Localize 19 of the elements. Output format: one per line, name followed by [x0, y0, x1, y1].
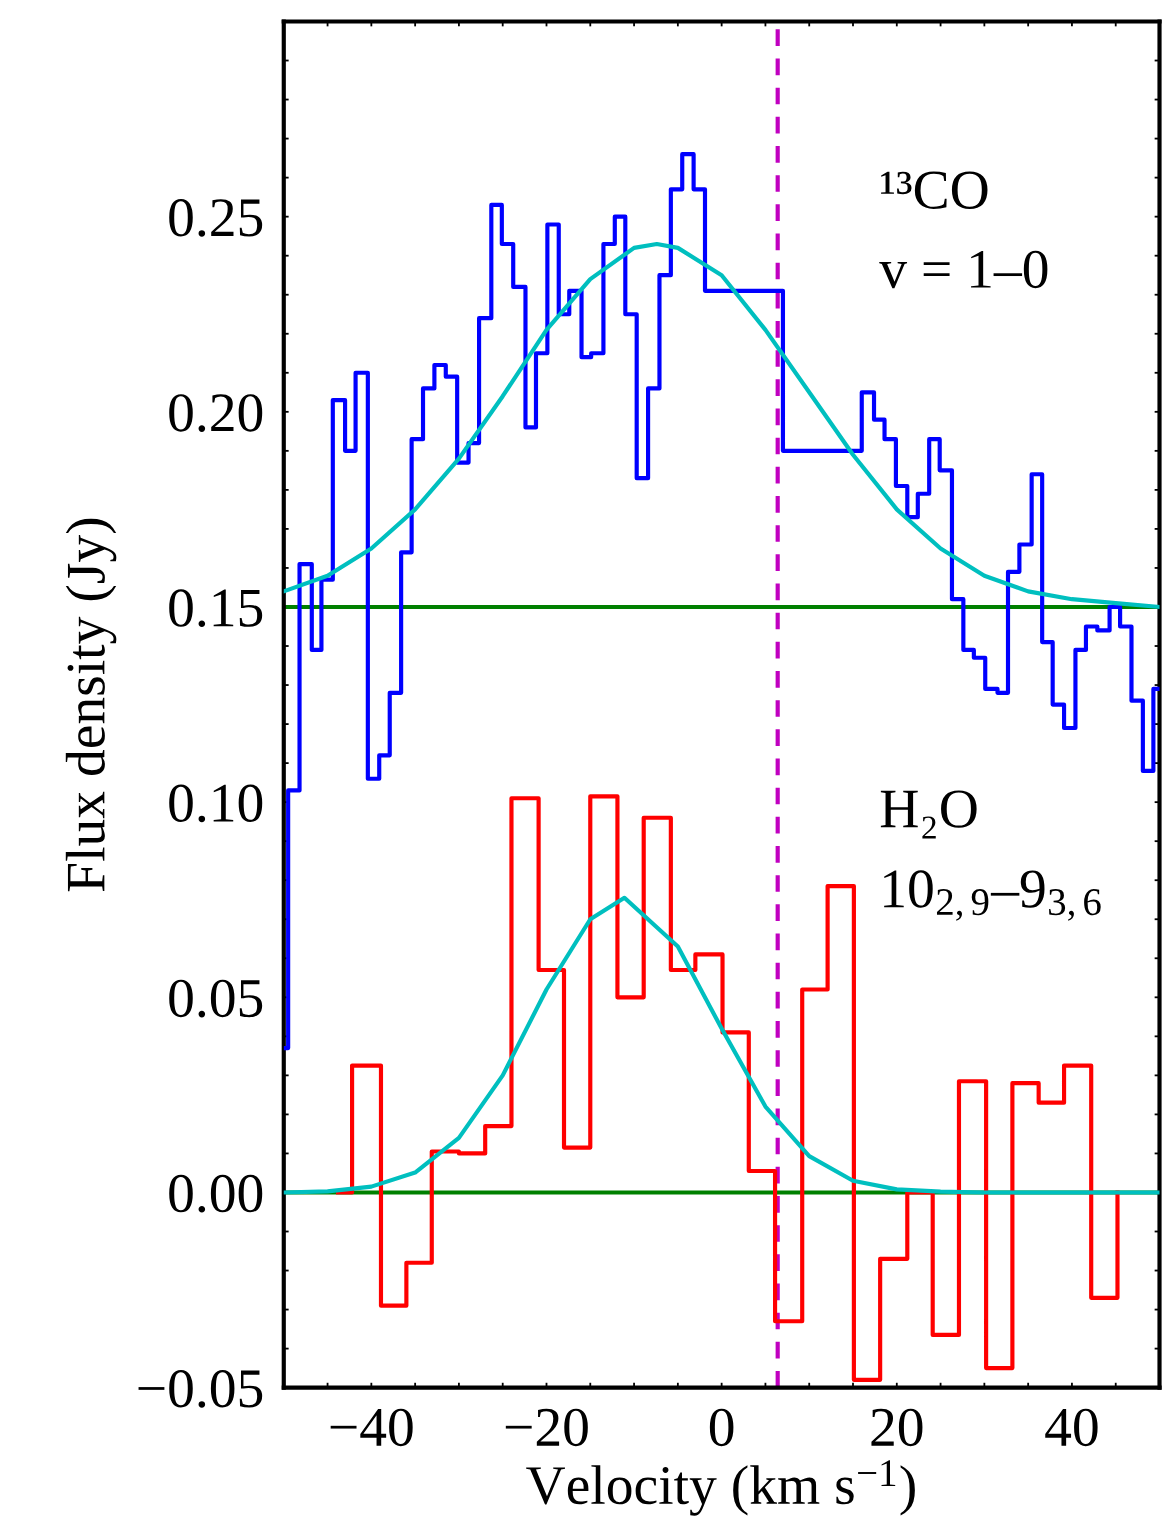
- annotation: v = 1–0: [879, 250, 1048, 289]
- y-tick-label: 0.10: [169, 784, 263, 823]
- annotation: ¹³CO: [881, 171, 988, 209]
- x-axis-title: Velocity (km s$^{−1}$): [526, 1460, 915, 1516]
- y-tick-label: 0.05: [169, 979, 263, 1018]
- y-tick-label: 0.20: [169, 394, 263, 432]
- x-tick-label: 20: [871, 1408, 923, 1447]
- x-tick-label: 40: [1045, 1408, 1098, 1447]
- y-tick-label: −0.05: [138, 1369, 263, 1408]
- y-tick-label: 0.15: [169, 589, 263, 628]
- annotation: H₂O: [880, 790, 977, 839]
- y-axis-title: Flux density (Jy): [65, 518, 117, 892]
- y-tick-label: 0.00: [169, 1174, 263, 1213]
- x-tick-label: −40: [330, 1408, 413, 1447]
- y-tick-label: 0.25: [169, 198, 263, 237]
- annotation: 10$_{2,9}$–9$_{3,6}$: [884, 870, 1101, 921]
- x-tick-label: 0: [709, 1408, 734, 1447]
- line-series: [283, 241, 1160, 610]
- x-tick-label: −20: [505, 1408, 588, 1447]
